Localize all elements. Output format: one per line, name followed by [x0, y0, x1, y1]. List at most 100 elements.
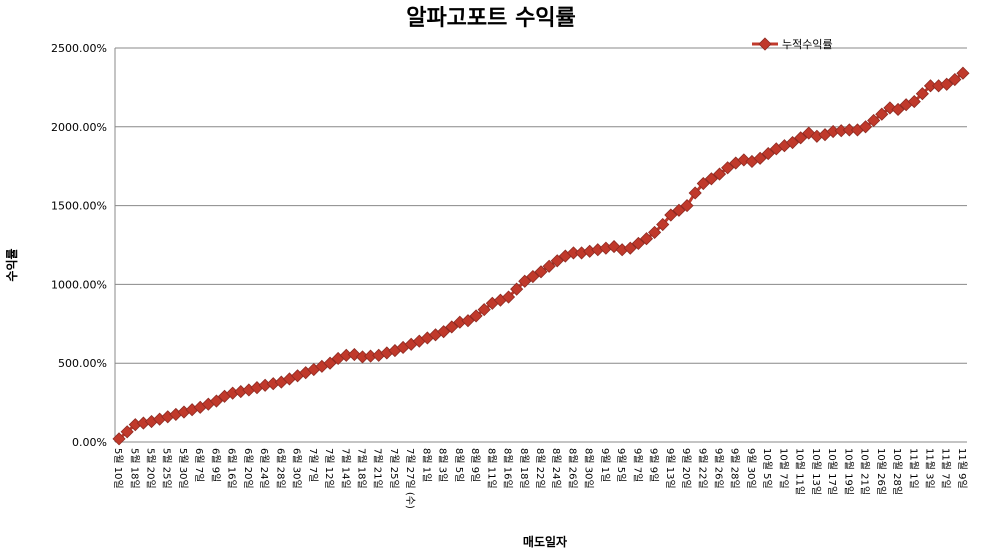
x-tick-label: 10월 26일 — [875, 448, 887, 495]
x-tick-label: 10월 5일 — [761, 448, 773, 489]
x-tick-label: 6월 24일 — [258, 448, 270, 489]
data-point — [120, 425, 134, 439]
data-point — [656, 217, 670, 232]
x-tick-label: 6월 7일 — [193, 448, 205, 482]
x-tick-label: 8월 30일 — [583, 448, 595, 489]
data-point — [534, 265, 548, 279]
data-point — [445, 320, 459, 334]
data-point — [891, 102, 905, 117]
x-tick-label: 5월 10일 — [112, 448, 124, 489]
data-point — [875, 107, 889, 121]
x-tick-label: 7월 18일 — [355, 448, 367, 489]
x-tick-label: 9월 30일 — [745, 448, 757, 489]
data-point — [510, 282, 524, 296]
x-tick-label: 7월 7일 — [307, 448, 319, 482]
x-tick-label: 6월 20일 — [242, 448, 254, 489]
data-point — [501, 290, 516, 304]
x-tick-label: 8월 9일 — [469, 448, 481, 482]
y-tick-label: 1500.00% — [51, 200, 107, 213]
data-point — [550, 254, 564, 268]
x-tick-label: 8월 1일 — [420, 448, 432, 482]
data-point — [785, 135, 800, 150]
x-tick-label: 8월 18일 — [518, 448, 530, 489]
x-tick-label: 7월 21일 — [372, 448, 384, 489]
x-tick-label: 11월 3일 — [923, 448, 935, 489]
data-point — [721, 161, 735, 175]
x-tick-label: 8월 16일 — [502, 448, 514, 489]
x-tick-label: 8월 3일 — [437, 448, 449, 482]
x-tick-label: 10월 17일 — [826, 448, 838, 495]
data-point — [712, 167, 727, 181]
data-point — [518, 274, 532, 288]
x-tick-label: 5월 25일 — [161, 448, 173, 489]
chart-title: 알파고포트 수익률 — [406, 6, 576, 31]
y-tick-label: 2000.00% — [51, 121, 107, 134]
x-tick-label: 10월 7일 — [777, 448, 789, 489]
data-point — [940, 77, 954, 91]
data-point — [639, 232, 654, 246]
x-tick-label: 11월 7일 — [940, 448, 952, 489]
data-point — [526, 269, 540, 284]
x-tick-label: 11월 1일 — [907, 448, 919, 489]
data-point — [323, 356, 337, 370]
data-point — [688, 186, 702, 200]
data-point — [867, 113, 881, 128]
x-tick-label: 7월 27일 (수) — [404, 448, 416, 509]
data-point — [623, 241, 637, 255]
data-point — [664, 208, 678, 222]
y-tick-label: 500.00% — [58, 357, 107, 370]
data-point — [956, 66, 970, 80]
y-tick-label: 0.00% — [72, 436, 107, 449]
x-tick-label: 10월 13일 — [810, 448, 822, 495]
legend-label: 누적수익률 — [782, 38, 833, 51]
y-tick-label: 2500.00% — [51, 42, 107, 55]
data-point — [696, 176, 710, 191]
x-tick-label: 6월 16일 — [226, 448, 238, 489]
x-tick-label: 9월 20일 — [680, 448, 692, 489]
x-tick-label: 5월 18일 — [128, 448, 140, 489]
x-tick-label: 6월 28일 — [274, 448, 286, 489]
x-tick-label: 9월 5일 — [615, 448, 627, 482]
data-point — [704, 172, 718, 186]
data-point — [209, 394, 223, 408]
x-tick-label: 9월 1일 — [599, 448, 611, 482]
x-tick-label: 10월 11일 — [794, 448, 806, 495]
x-tick-label: 10월 19일 — [842, 448, 854, 495]
data-point — [680, 199, 694, 213]
data-point — [477, 303, 491, 317]
x-tick-label: 8월 26일 — [566, 448, 578, 489]
data-point — [461, 314, 475, 328]
x-tick-label: 7월 25일 — [388, 448, 400, 489]
series-line — [118, 72, 964, 440]
x-tick-label: 8월 22일 — [534, 448, 546, 489]
y-axis-label: 수익률 — [5, 248, 19, 281]
x-tick-label: 9월 28일 — [729, 448, 741, 489]
x-tick-label: 8월 5일 — [453, 448, 465, 482]
data-point — [753, 151, 767, 165]
x-tick-label: 6월 9일 — [209, 448, 221, 482]
x-tick-label: 7월 14일 — [339, 448, 351, 489]
data-point — [761, 147, 775, 161]
data-point — [672, 203, 686, 217]
data-point — [542, 259, 556, 273]
x-tick-label: 7월 12일 — [323, 448, 335, 489]
data-point — [631, 236, 645, 250]
data-point — [794, 131, 808, 145]
x-tick-label: 10월 28일 — [891, 448, 903, 495]
x-tick-label: 9월 7일 — [631, 448, 643, 482]
data-point — [948, 72, 962, 87]
x-tick-label: 9월 13일 — [664, 448, 676, 489]
x-tick-label: 9월 22일 — [696, 448, 708, 489]
x-tick-label: 5월 30일 — [177, 448, 189, 489]
x-tick-label: 9월 9일 — [648, 448, 660, 482]
x-tick-label: 8월 11일 — [485, 448, 497, 489]
data-point — [112, 432, 126, 446]
data-point — [648, 225, 662, 239]
legend-marker — [758, 37, 772, 51]
x-tick-label: 9월 26일 — [713, 448, 725, 489]
x-axis-label: 매도일자 — [523, 534, 567, 549]
data-point — [915, 87, 929, 101]
x-tick-label: 11월 9일 — [956, 448, 968, 489]
x-tick-label: 8월 24일 — [550, 448, 562, 489]
